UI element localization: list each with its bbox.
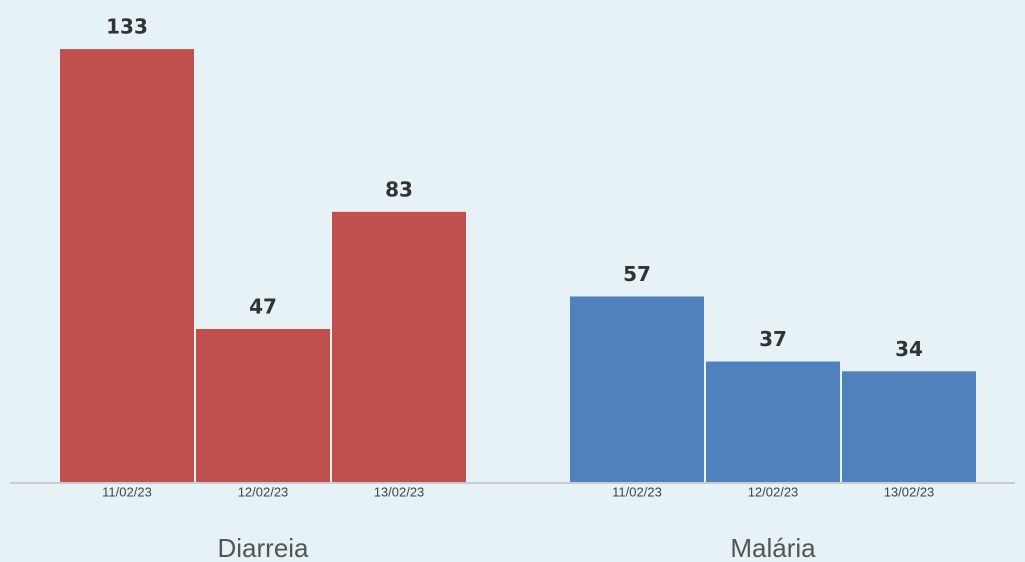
bar <box>60 49 194 483</box>
bar <box>706 361 840 482</box>
value-label: 57 <box>623 262 651 286</box>
value-label: 37 <box>759 327 787 351</box>
group-label: Malária <box>730 533 816 562</box>
bar <box>842 371 976 482</box>
x-tick-label: 12/02/23 <box>238 484 289 499</box>
bar <box>196 329 330 482</box>
x-tick-label: 11/02/23 <box>102 484 152 499</box>
group-label: Diarreia <box>217 533 309 562</box>
bar <box>570 296 704 482</box>
value-label: 47 <box>249 295 277 319</box>
x-tick-label: 11/02/23 <box>612 484 662 499</box>
x-tick-label: 13/02/23 <box>884 484 935 499</box>
bar <box>332 211 466 482</box>
value-label: 34 <box>895 337 923 361</box>
x-tick-label: 12/02/23 <box>748 484 799 499</box>
value-label: 83 <box>385 177 413 201</box>
x-tick-label: 13/02/23 <box>374 484 425 499</box>
value-label: 133 <box>106 15 148 39</box>
